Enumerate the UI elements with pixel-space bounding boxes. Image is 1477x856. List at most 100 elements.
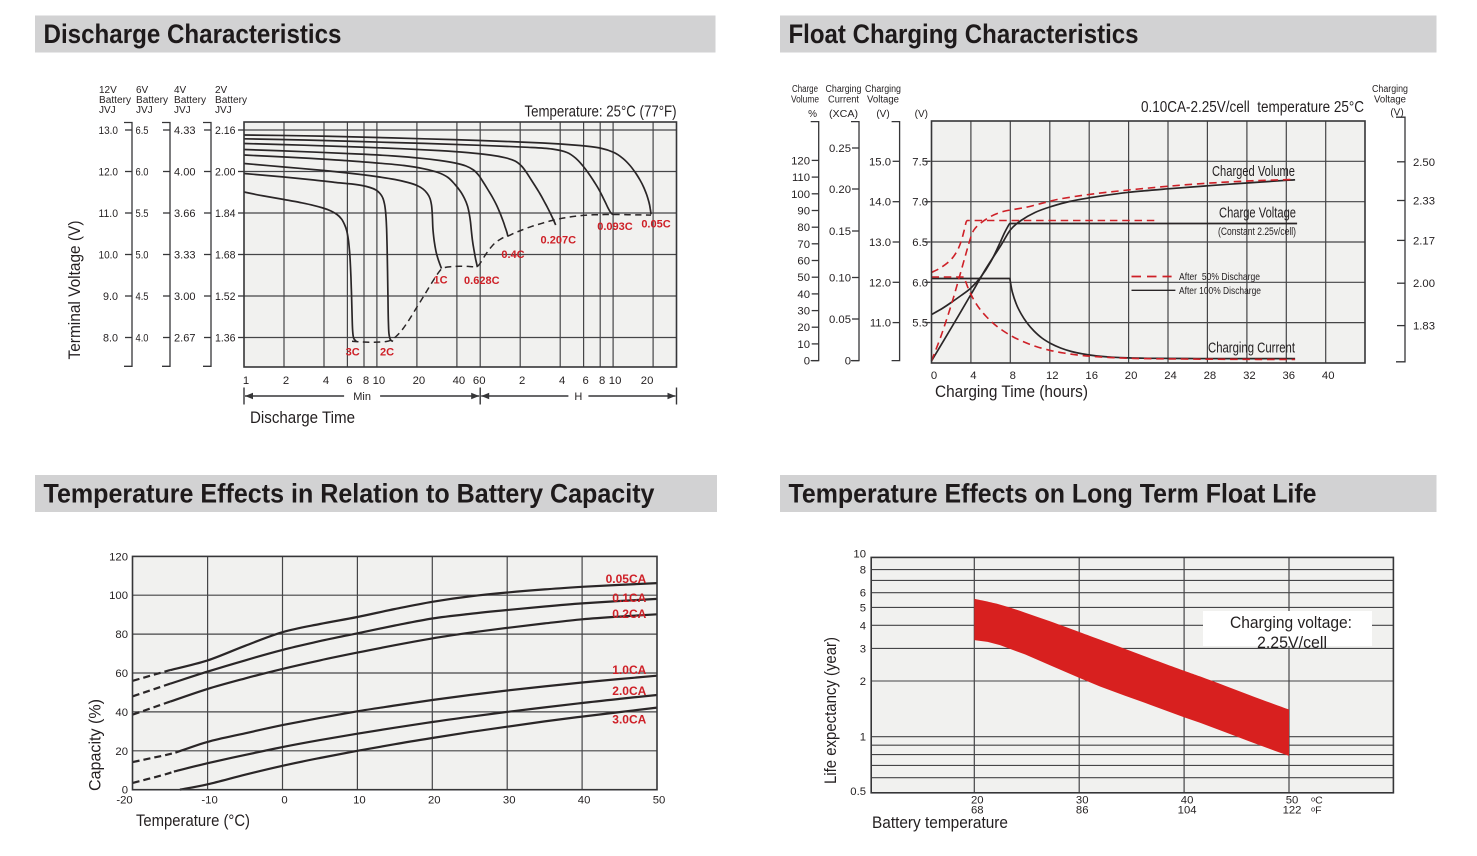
svg-text:0.25: 0.25 xyxy=(829,143,851,155)
svg-text:6: 6 xyxy=(582,375,588,387)
svg-text:4: 4 xyxy=(323,375,329,387)
svg-text:JVJ: JVJ xyxy=(99,105,116,116)
svg-text:Battery: Battery xyxy=(174,95,206,106)
svg-text:Temperature Effects in Relatio: Temperature Effects in Relation to Batte… xyxy=(44,479,655,509)
svg-text:12.0: 12.0 xyxy=(99,167,119,179)
svg-text:12.0: 12.0 xyxy=(869,277,891,289)
svg-text:4.00: 4.00 xyxy=(174,167,196,179)
svg-text:2.50: 2.50 xyxy=(1413,157,1435,169)
svg-text:2V: 2V xyxy=(215,85,228,96)
svg-text:2: 2 xyxy=(519,375,525,387)
svg-text:3C: 3C xyxy=(346,346,360,358)
svg-text:2.17: 2.17 xyxy=(1413,235,1435,247)
svg-text:Voltage: Voltage xyxy=(1374,95,1406,106)
svg-text:120: 120 xyxy=(791,155,810,167)
svg-text:4.5: 4.5 xyxy=(136,291,149,303)
svg-text:4: 4 xyxy=(970,370,976,382)
svg-text:10: 10 xyxy=(609,375,622,387)
svg-text:32: 32 xyxy=(1243,370,1256,382)
svg-text:40: 40 xyxy=(797,289,810,301)
svg-text:Charged Volume: Charged Volume xyxy=(1212,163,1295,180)
svg-text:6.5: 6.5 xyxy=(136,125,149,137)
svg-text:0.628C: 0.628C xyxy=(464,275,500,287)
svg-text:3.66: 3.66 xyxy=(174,208,196,220)
svg-text:(V): (V) xyxy=(915,109,928,120)
svg-text:4.33: 4.33 xyxy=(174,125,196,137)
svg-text:8: 8 xyxy=(860,565,866,577)
svg-text:15.0: 15.0 xyxy=(869,156,891,168)
svg-text:4: 4 xyxy=(860,620,866,632)
svg-text:1: 1 xyxy=(860,732,866,744)
svg-text:8: 8 xyxy=(1010,370,1016,382)
svg-text:50: 50 xyxy=(797,272,810,284)
svg-text:10: 10 xyxy=(797,339,810,351)
svg-text:7.0: 7.0 xyxy=(912,197,928,209)
svg-text:0.15: 0.15 xyxy=(829,226,851,238)
svg-text:90: 90 xyxy=(797,206,810,218)
svg-text:80: 80 xyxy=(115,629,128,641)
svg-text:Charging voltage:: Charging voltage: xyxy=(1230,614,1352,632)
svg-text:0: 0 xyxy=(931,370,937,382)
svg-text:10: 10 xyxy=(373,375,386,387)
svg-text:50: 50 xyxy=(1286,795,1299,807)
svg-text:JVJ: JVJ xyxy=(215,105,232,116)
svg-text:Charging Time (hours): Charging Time (hours) xyxy=(935,382,1088,401)
svg-text:24: 24 xyxy=(1164,370,1177,382)
svg-text:Charging: Charging xyxy=(865,84,901,95)
svg-text:86: 86 xyxy=(1076,805,1089,817)
svg-text:0.4C: 0.4C xyxy=(501,249,524,261)
svg-text:Temperature: 25°C (77°F): Temperature: 25°C (77°F) xyxy=(525,104,677,121)
svg-text:40: 40 xyxy=(453,375,466,387)
svg-text:20: 20 xyxy=(428,795,441,807)
svg-text:6.5: 6.5 xyxy=(912,237,928,249)
svg-text:12V: 12V xyxy=(99,85,117,96)
svg-text:60: 60 xyxy=(797,256,810,268)
svg-text:3.0CA: 3.0CA xyxy=(612,713,646,727)
svg-text:20: 20 xyxy=(641,375,654,387)
svg-text:Charging Current: Charging Current xyxy=(1208,340,1296,357)
svg-text:9.0: 9.0 xyxy=(103,291,118,303)
svg-text:Voltage: Voltage xyxy=(867,95,899,106)
svg-text:50: 50 xyxy=(653,795,666,807)
svg-text:80: 80 xyxy=(797,222,810,234)
svg-text:Charging: Charging xyxy=(826,84,862,95)
svg-text:2: 2 xyxy=(860,676,866,688)
svg-text:(XCA): (XCA) xyxy=(829,109,858,120)
svg-text:0.093C: 0.093C xyxy=(597,221,633,233)
svg-text:2.0CA: 2.0CA xyxy=(612,684,646,698)
svg-text:H: H xyxy=(574,391,582,403)
svg-text:20: 20 xyxy=(1125,370,1138,382)
svg-text:0.05: 0.05 xyxy=(829,314,851,326)
svg-text:Terminal Voltage (V): Terminal Voltage (V) xyxy=(65,221,84,360)
svg-text:0: 0 xyxy=(122,785,128,797)
svg-text:Charging: Charging xyxy=(1372,84,1408,95)
svg-text:4V: 4V xyxy=(174,85,187,96)
svg-text:28: 28 xyxy=(1204,370,1217,382)
svg-text:Battery: Battery xyxy=(99,95,131,106)
svg-text:0.207C: 0.207C xyxy=(541,234,577,246)
svg-text:20: 20 xyxy=(413,375,426,387)
svg-text:2C: 2C xyxy=(380,346,394,358)
svg-text:2: 2 xyxy=(283,375,289,387)
svg-text:0.20: 0.20 xyxy=(829,184,851,196)
svg-text:Min: Min xyxy=(353,391,371,403)
svg-text:1: 1 xyxy=(243,375,249,387)
svg-text:7.5: 7.5 xyxy=(912,156,928,168)
svg-text:30: 30 xyxy=(1076,795,1089,807)
svg-text:30: 30 xyxy=(797,306,810,318)
svg-text:36: 36 xyxy=(1283,370,1296,382)
svg-text:60: 60 xyxy=(473,375,486,387)
svg-text:10.0: 10.0 xyxy=(99,250,119,262)
svg-text:1.0CA: 1.0CA xyxy=(612,663,646,677)
svg-text:60: 60 xyxy=(115,668,128,680)
svg-text:JVJ: JVJ xyxy=(174,105,191,116)
svg-text:Temperature (°C): Temperature (°C) xyxy=(136,811,250,830)
svg-text:0.5: 0.5 xyxy=(850,786,866,798)
svg-text:Charge: Charge xyxy=(792,84,818,95)
svg-text:70: 70 xyxy=(797,239,810,251)
svg-text:2.00: 2.00 xyxy=(1413,278,1435,290)
svg-text:122: 122 xyxy=(1283,805,1302,817)
svg-text:10: 10 xyxy=(853,549,866,561)
svg-text:12: 12 xyxy=(1046,370,1059,382)
svg-text:After 100% Discharge: After 100% Discharge xyxy=(1179,285,1261,297)
